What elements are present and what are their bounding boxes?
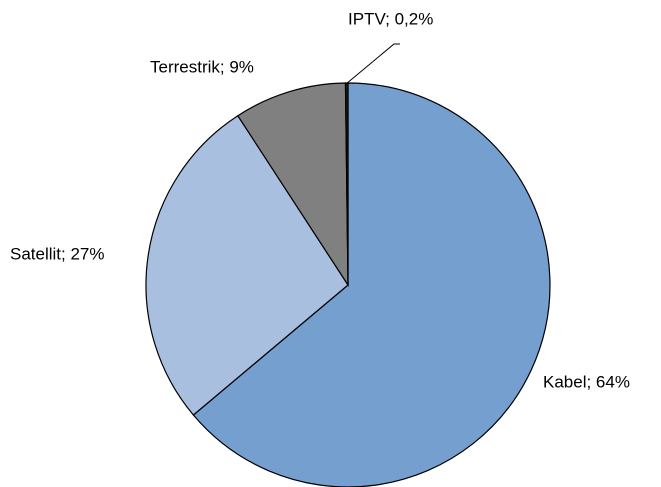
- pie-slice: [236, 82, 349, 288]
- pie-slice: [192, 82, 551, 487]
- data-label: IPTV; 0,2%: [348, 9, 433, 28]
- data-label: Terrestrik; 9%: [150, 57, 254, 76]
- pie-slice: [145, 114, 349, 416]
- data-label: Kabel; 64%: [543, 372, 630, 391]
- leader-line: [345, 43, 400, 85]
- data-label: Satellit; 27%: [10, 244, 105, 263]
